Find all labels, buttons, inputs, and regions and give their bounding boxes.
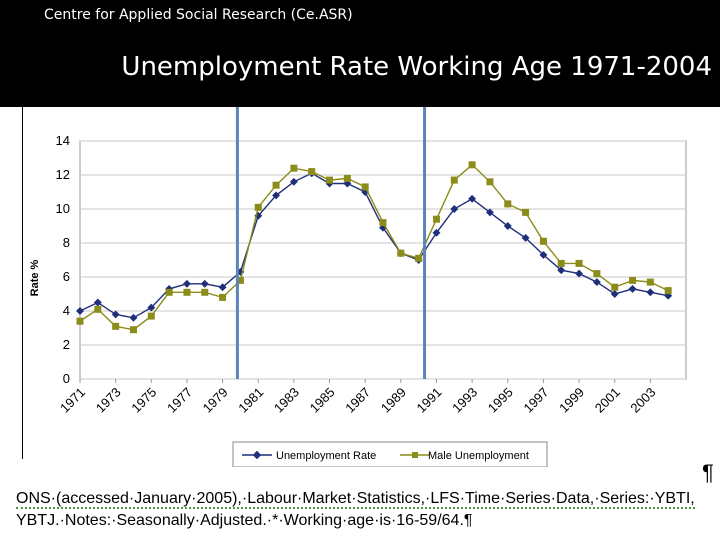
data-point-male-1973 [112, 322, 120, 330]
data-point-male-1982 [272, 181, 280, 189]
data-point-rate-1999 [575, 269, 584, 278]
data-point-male-1990 [415, 254, 423, 262]
legend: Unemployment Rate Male Unemployment [232, 441, 548, 467]
data-point-male-1971 [76, 317, 84, 325]
x-tick-label-1995: 1995 [485, 385, 516, 416]
data-point-male-1976 [165, 288, 173, 296]
data-point-rate-2001 [610, 290, 619, 298]
data-point-rate-2000 [592, 278, 601, 287]
data-point-male-1999 [575, 259, 583, 267]
y-tick-label-4: 4 [63, 303, 70, 318]
x-tick-label-1989: 1989 [378, 385, 409, 416]
data-point-male-1977 [183, 288, 191, 296]
data-point-male-1987 [361, 183, 369, 191]
data-point-male-1980 [236, 276, 244, 284]
data-point-male-1998 [557, 259, 565, 267]
data-point-male-1975 [147, 312, 155, 320]
x-tick-label-1987: 1987 [342, 385, 373, 416]
data-point-rate-2002 [628, 284, 637, 293]
x-tick-label-1991: 1991 [414, 385, 445, 416]
x-tick-label-2003: 2003 [627, 385, 658, 416]
data-point-male-1991 [432, 215, 440, 223]
data-point-rate-1978 [200, 279, 209, 288]
data-point-male-1992 [450, 176, 458, 184]
y-tick-label-12: 12 [56, 167, 70, 182]
y-tick-label-6: 6 [63, 269, 70, 284]
y-tick-label-0: 0 [63, 371, 70, 386]
data-point-male-1984 [308, 168, 316, 176]
data-point-male-1995 [504, 200, 512, 208]
data-point-male-1978 [201, 288, 209, 296]
organization-name: Centre for Applied Social Research (Ce.A… [44, 7, 353, 23]
data-point-male-1981 [254, 203, 262, 211]
data-point-male-1983 [290, 164, 298, 172]
data-point-male-1993 [468, 161, 476, 169]
data-point-male-1974 [129, 326, 137, 334]
y-tick-label-8: 8 [63, 235, 70, 250]
series-line-male-unemployment [79, 163, 669, 331]
x-tick-label-1979: 1979 [200, 385, 231, 416]
x-tick-label-1981: 1981 [235, 385, 266, 416]
data-point-male-2002 [629, 276, 637, 284]
source-note-line-1: ONS·(accessed·January·2005),·Labour·Mark… [16, 490, 695, 509]
x-tick-label-2001: 2001 [592, 385, 623, 416]
data-point-rate-1996 [521, 233, 530, 242]
x-tick-label-1999: 1999 [556, 385, 587, 416]
x-tick-label-1983: 1983 [271, 385, 302, 416]
gridlines [79, 140, 687, 380]
source-note: ONS·(accessed·January·2005),·Labour·Mark… [16, 488, 720, 532]
data-point-male-2001 [611, 283, 619, 291]
plot-frame [79, 140, 687, 380]
data-point-male-2000 [593, 270, 601, 278]
x-tick-label-1997: 1997 [520, 385, 551, 416]
data-point-rate-1974 [129, 313, 138, 322]
data-point-rate-1971 [76, 307, 84, 315]
series-line-unemployment-rate [79, 172, 669, 319]
y-tick-label-10: 10 [56, 201, 70, 216]
data-point-male-1989 [397, 249, 405, 257]
header-bar: Centre for Applied Social Research (Ce.A… [0, 0, 720, 107]
frame-rule [22, 107, 23, 459]
x-tick-label-1993: 1993 [449, 385, 480, 416]
data-point-rate-1977 [182, 279, 191, 288]
data-point-male-1985 [326, 176, 334, 184]
data-point-rate-1975 [147, 303, 156, 312]
legend-label-unemployment-rate: Unemployment Rate [276, 450, 376, 462]
y-axis-label: Rate % [29, 259, 41, 296]
data-point-male-1986 [343, 174, 351, 182]
x-axis-ticks: 1971 1973 1975 1977 1979 1981 1983 1985 1987 1989… [57, 379, 658, 416]
source-note-line-2: YBTJ.·Notes:·Seasonally·Adjusted.·*·Work… [16, 512, 473, 529]
y-tick-label-2: 2 [63, 337, 70, 352]
data-point-rate-1973 [111, 310, 120, 319]
x-tick-label-1973: 1973 [93, 385, 124, 416]
vertical-markers [235, 107, 427, 379]
data-point-male-2003 [646, 278, 654, 286]
data-point-male-1988 [379, 219, 387, 227]
y-axis-ticks: 0 2 4 6 8 10 12 14 [56, 133, 70, 386]
x-tick-label-1975: 1975 [128, 385, 159, 416]
data-point-male-1997 [539, 237, 547, 245]
x-tick-label-1971: 1971 [57, 385, 88, 416]
data-point-rate-2003 [646, 288, 655, 297]
x-tick-label-1985: 1985 [307, 385, 338, 416]
y-tick-label-14: 14 [56, 133, 70, 148]
data-point-male-1972 [94, 305, 102, 313]
data-point-male-2004 [664, 287, 672, 295]
legend-label-male-unemployment: Male Unemployment [428, 450, 529, 462]
slide-title: Unemployment Rate Working Age 1971-2004 [121, 52, 712, 82]
paragraph-mark: ¶ [702, 460, 714, 485]
x-tick-label-1977: 1977 [164, 385, 195, 416]
series-group [76, 161, 673, 334]
data-point-male-1996 [522, 208, 530, 216]
data-point-rate-1979 [218, 283, 227, 292]
data-point-rate-1972 [93, 298, 102, 307]
data-point-male-1979 [219, 293, 227, 301]
unemployment-line-chart: 0 2 4 6 8 10 12 14 1971 1973 1975 1977 1979 1981 1983… [29, 107, 687, 467]
data-point-male-1994 [486, 178, 494, 186]
